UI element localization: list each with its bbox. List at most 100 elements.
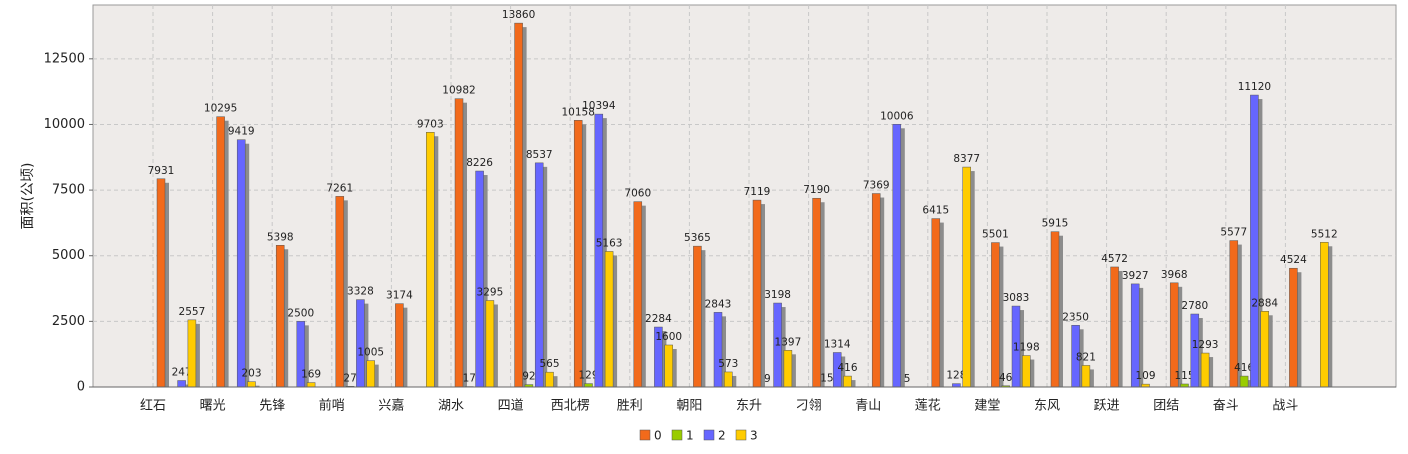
data-label: 7190 (803, 184, 830, 196)
data-label: 5915 (1042, 218, 1069, 230)
bar (963, 167, 971, 387)
data-label: 7931 (148, 165, 175, 177)
bar (714, 312, 722, 387)
bar (634, 202, 642, 387)
bar (395, 304, 403, 387)
data-label: 1293 (1192, 339, 1219, 351)
data-label: 10982 (442, 85, 475, 97)
bar (1320, 242, 1328, 387)
bar (535, 163, 543, 387)
data-label: 5512 (1311, 228, 1338, 240)
legend-swatch (736, 430, 746, 440)
data-label: 5365 (684, 232, 711, 244)
x-tick-label: 奋斗 (1213, 399, 1239, 414)
bar (157, 179, 165, 387)
data-label: 3083 (1003, 292, 1030, 304)
bar (248, 382, 256, 387)
data-label: 5501 (982, 229, 1009, 241)
data-label: 1314 (824, 339, 851, 351)
data-label: 8537 (526, 149, 553, 161)
data-label: 3927 (1122, 270, 1149, 282)
x-tick-label: 先锋 (259, 399, 285, 414)
data-label: 3174 (386, 290, 413, 302)
data-label: 46 (999, 372, 1013, 384)
data-label: 3328 (347, 286, 374, 298)
bar (724, 372, 732, 387)
bar (893, 124, 901, 387)
bar (476, 171, 484, 387)
data-label: 109 (1135, 370, 1155, 382)
y-tick-label: 12500 (44, 51, 85, 66)
bar (844, 376, 852, 387)
data-label: 169 (301, 369, 321, 381)
y-axis-label: 面积(公顷) (20, 163, 36, 230)
data-label: 1600 (655, 331, 682, 343)
legend-label: 2 (718, 429, 726, 443)
bar (693, 246, 701, 387)
bar (932, 219, 940, 387)
bar (188, 320, 196, 387)
y-tick-label: 7500 (52, 183, 85, 198)
bar (455, 99, 463, 387)
data-label: 2350 (1062, 311, 1089, 323)
bar (665, 345, 673, 387)
data-label: 3295 (477, 286, 504, 298)
bar (426, 132, 434, 387)
data-label: 2843 (705, 298, 732, 310)
legend-label: 1 (686, 429, 694, 443)
bar (178, 381, 186, 387)
y-tick-label: 2500 (52, 314, 85, 329)
bar (1261, 311, 1269, 387)
y-tick-label: 5000 (52, 248, 85, 263)
legend-label: 0 (654, 429, 662, 443)
x-tick-label: 战斗 (1272, 399, 1298, 414)
bar (367, 361, 375, 387)
bar (952, 384, 960, 387)
data-label: 5163 (596, 237, 623, 249)
x-tick-label: 湖水 (438, 399, 464, 414)
data-label: 7119 (744, 186, 771, 198)
bar (217, 117, 225, 387)
data-label: 9 (764, 373, 771, 385)
x-tick-label: 兴嘉 (378, 399, 404, 414)
data-label: 1005 (357, 347, 384, 359)
bar (813, 198, 821, 387)
bar (1111, 267, 1119, 387)
bar (753, 200, 761, 387)
data-label: 6415 (922, 205, 949, 217)
data-label: 17 (463, 373, 476, 385)
data-label: 821 (1076, 351, 1096, 363)
data-label: 11120 (1238, 81, 1271, 93)
data-label: 2557 (179, 306, 206, 318)
bar (991, 243, 999, 387)
data-label: 1198 (1013, 342, 1040, 354)
bar (1022, 356, 1030, 387)
y-tick-label: 10000 (44, 117, 85, 132)
x-tick-label: 刁翎 (796, 399, 822, 414)
data-label: 13860 (502, 9, 535, 21)
data-label: 92 (522, 371, 535, 383)
data-label: 3968 (1161, 269, 1188, 281)
x-tick-label: 东风 (1034, 399, 1060, 414)
bar (546, 372, 554, 387)
legend-swatch (640, 430, 650, 440)
data-label: 9703 (417, 118, 444, 130)
bar (872, 194, 880, 387)
data-label: 4524 (1280, 254, 1307, 266)
bar (486, 300, 494, 387)
data-label: 416 (837, 362, 857, 374)
data-label: 7060 (624, 188, 651, 200)
y-tick-label: 0 (77, 380, 85, 395)
x-tick-label: 青山 (855, 399, 881, 414)
data-label: 3198 (764, 289, 791, 301)
bar (515, 23, 523, 387)
x-tick-label: 建堂 (974, 399, 1000, 414)
bar (307, 383, 315, 387)
data-label: 10006 (880, 110, 914, 122)
bar (574, 120, 582, 387)
bar (1201, 353, 1209, 387)
data-label: 4572 (1101, 253, 1128, 265)
bar (1240, 376, 1248, 387)
data-label: 2284 (645, 313, 672, 325)
data-label: 2500 (287, 307, 314, 319)
